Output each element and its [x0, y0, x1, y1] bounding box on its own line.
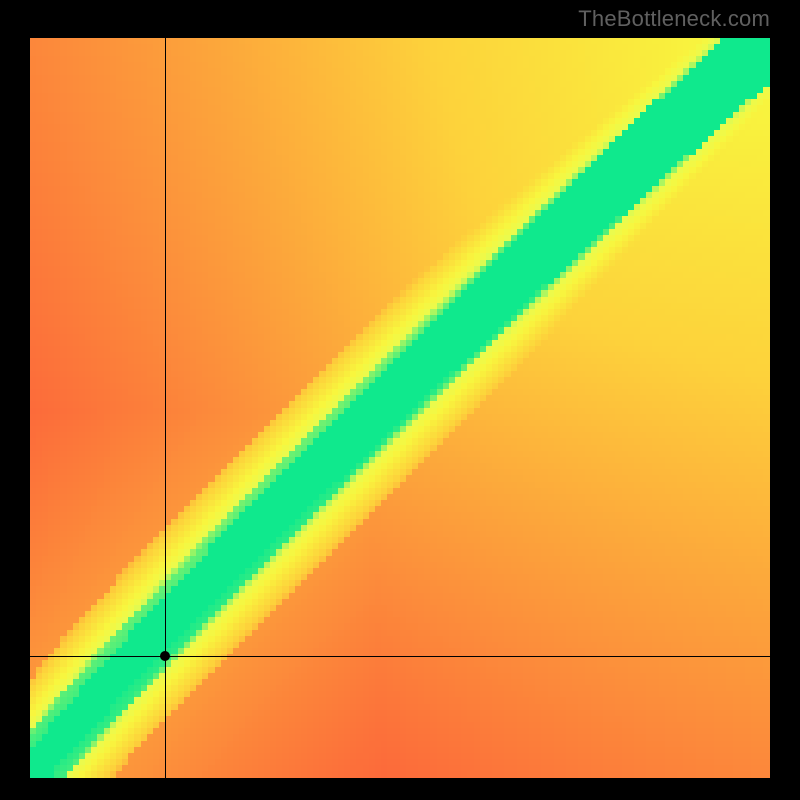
selection-marker-dot	[160, 651, 170, 661]
heatmap-canvas	[30, 38, 770, 778]
bottleneck-heatmap	[30, 38, 770, 778]
watermark-text: TheBottleneck.com	[578, 6, 770, 32]
crosshair-vertical	[165, 38, 166, 778]
crosshair-horizontal	[30, 656, 770, 657]
